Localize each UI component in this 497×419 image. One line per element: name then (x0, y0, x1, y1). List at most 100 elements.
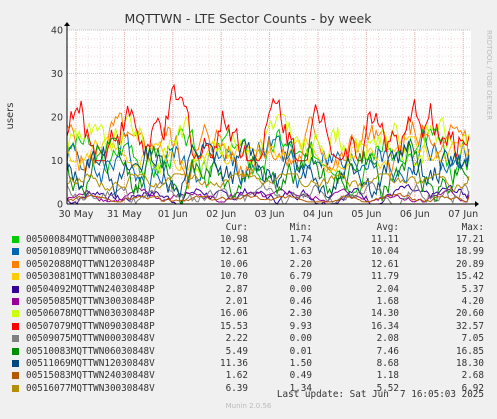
legend-max: 6.92 (461, 382, 484, 394)
y-axis-arrow (64, 22, 70, 26)
legend-name: 00502088MQTTWN12030848P (26, 258, 155, 270)
x-tick-label: 30 May (59, 209, 94, 220)
legend-swatch (12, 384, 19, 392)
y-tick-label: 20 (51, 113, 63, 124)
legend-min: 1.50 (289, 358, 312, 369)
legend-max: 5.37 (461, 283, 484, 295)
legend-name: 00500084MQTTWN00030848P (26, 234, 155, 245)
legend-swatch (12, 273, 19, 281)
legend-swatch (12, 236, 19, 243)
legend-max: 4.20 (461, 296, 484, 307)
legend-name: 00506078MQTTWN03030848P (26, 308, 155, 320)
legend-header-avg: Avg: (376, 222, 399, 233)
legend-name: 00505085MQTTWN30030848P (26, 296, 155, 307)
legend-min: 2.30 (289, 308, 312, 320)
legend-item: 00501089MQTTWN06030848P 12.61 1.63 10.04 18.… (0, 246, 497, 258)
rrdtool-label: RRDTOOL / TOBI OETIKER (485, 30, 493, 120)
legend-item: 00505085MQTTWN30030848P 2.01 0.46 1.68 4.20 (0, 296, 497, 308)
legend-min: 0.46 (289, 296, 312, 307)
legend-cur: 2.22 (225, 333, 248, 345)
legend-name: 00511069MQTTWN12030848V (26, 358, 155, 369)
legend-cur: 10.98 (220, 234, 248, 245)
legend-item: 00509075MQTTWN00030848V 2.22 0.00 2.08 7.05 (0, 333, 497, 345)
legend-item: 00516077MQTTWN30030848V 6.39 1.34 5.52 6.92 (0, 383, 497, 395)
legend-max: 16.85 (456, 345, 484, 357)
legend-swatch (12, 310, 19, 318)
legend-item: 00511069MQTTWN12030848V 11.36 1.50 8.68 18.3… (0, 358, 497, 370)
legend-name: 00510083MQTTWN06030848V (26, 345, 155, 357)
series-line (66, 192, 470, 203)
legend-avg: 10.04 (371, 246, 399, 258)
y-tick-label: 0 (57, 200, 63, 211)
series-line (66, 113, 470, 178)
x-tick-label: 03 Jun (255, 209, 285, 220)
legend-avg: 2.04 (376, 283, 399, 295)
legend-min: 0.00 (289, 283, 312, 295)
legend-header: Cur: Min: Avg: Max: (0, 222, 497, 234)
x-tick-label: 05 Jun (351, 209, 381, 220)
chart-title: MQTTWN - LTE Sector Counts - by week (125, 11, 373, 26)
legend-item: 00507079MQTTWN09030848P 15.53 9.93 16.34 32.… (0, 321, 497, 333)
legend-swatch (12, 285, 19, 293)
legend-max: 20.60 (456, 308, 484, 320)
legend-max: 18.99 (456, 246, 484, 258)
legend-max: 15.42 (456, 271, 484, 283)
legend-avg: 8.68 (376, 358, 399, 369)
legend-avg: 16.34 (371, 320, 399, 332)
legend-item: 00510083MQTTWN06030848V 5.49 0.01 7.46 16.85 (0, 346, 497, 358)
legend-item: 00502088MQTTWN12030848P 10.06 2.20 12.61 20.… (0, 259, 497, 271)
legend-min: 1.34 (289, 382, 312, 394)
legend-avg: 7.46 (376, 345, 399, 357)
legend-avg: 5.52 (376, 382, 399, 394)
legend-cur: 2.01 (225, 296, 248, 307)
legend-header-max: Max: (461, 222, 484, 233)
legend-avg: 11.11 (371, 234, 399, 245)
y-tick-label: 10 (51, 156, 63, 167)
x-tick-label: 02 Jun (206, 209, 236, 220)
legend-avg: 1.18 (376, 370, 399, 382)
legend-cur: 6.39 (225, 382, 248, 394)
legend-min: 6.79 (289, 271, 312, 283)
legend-max: 18.30 (456, 358, 484, 369)
legend-name: 00509075MQTTWN00030848V (26, 333, 155, 345)
series-line (66, 83, 470, 162)
legend-avg: 12.61 (371, 258, 399, 270)
legend-max: 32.57 (456, 320, 484, 332)
legend-swatch (12, 360, 19, 367)
legend-item: 00500084MQTTWN00030848P 10.98 1.74 11.11 17.… (0, 234, 497, 246)
legend-name: 00516077MQTTWN30030848V (26, 382, 155, 394)
legend-name: 00507079MQTTWN09030848P (26, 320, 155, 332)
legend-item: 00506078MQTTWN03030848P 16.06 2.30 14.30 20.… (0, 308, 497, 320)
legend-cur: 15.53 (220, 320, 248, 332)
x-tick-label: 07 Jun (448, 209, 478, 220)
legend-max: 7.05 (461, 333, 484, 345)
legend-avg: 1.68 (376, 296, 399, 307)
legend-cur: 10.06 (220, 258, 248, 270)
legend-name: 00501089MQTTWN06030848P (26, 246, 155, 258)
legend-swatch (12, 260, 19, 268)
legend-name: 00504092MQTTWN24030848P (26, 283, 155, 295)
series-line (66, 181, 470, 205)
legend-cur: 5.49 (225, 345, 248, 357)
y-tick-label: 40 (51, 26, 63, 37)
chart: MQTTWN - LTE Sector Counts - by week use… (5, 11, 493, 220)
legend-min: 0.01 (289, 345, 312, 357)
legend-swatch (12, 335, 19, 343)
legend-min: 1.63 (289, 246, 312, 258)
y-tick-label: 30 (51, 69, 63, 80)
legend-cur: 16.06 (220, 308, 248, 320)
legend-max: 20.89 (456, 258, 484, 270)
legend-item: 00515083MQTTWN24030848V 1.62 0.49 1.18 2.68 (0, 370, 497, 382)
last-update: Last update: Sat Jun 7 16:05:03 2025 (276, 389, 484, 400)
legend-min: 1.74 (289, 234, 312, 245)
legend-min: 0.00 (289, 333, 312, 345)
legend-max: 2.68 (461, 370, 484, 382)
legend-swatch (12, 347, 19, 355)
series-line (66, 172, 470, 193)
series-line (66, 184, 470, 205)
y-axis-label: users (5, 102, 16, 129)
x-tick-label: 04 Jun (303, 209, 333, 220)
legend-swatch (12, 322, 19, 330)
legend-item: 00504092MQTTWN24030848P 2.87 0.00 2.04 5.37 (0, 284, 497, 296)
series-line (66, 138, 470, 200)
